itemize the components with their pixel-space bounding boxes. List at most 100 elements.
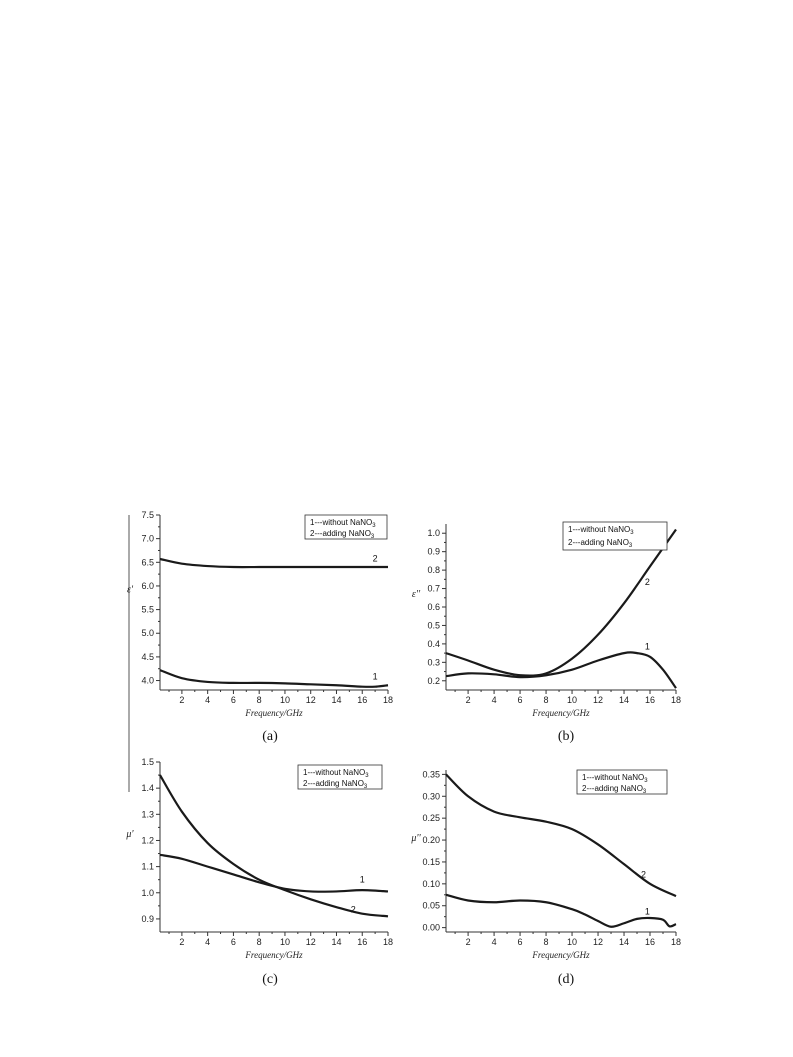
- y-tick-label: 5.5: [141, 605, 154, 615]
- series-1-line: [445, 893, 677, 928]
- y-tick-label: 0.20: [422, 835, 440, 845]
- legend-entry-text: 1---without NaNO: [568, 525, 630, 534]
- x-tick-label: 16: [357, 695, 367, 705]
- x-tick-label: 2: [466, 695, 471, 705]
- legend-box: [304, 514, 388, 540]
- y-axis-label: ε'': [412, 589, 421, 600]
- chart-panel-a: 2 4 6 8 10 12 14 16 184.04.55.05.56.06.57.07.5Fr…: [127, 510, 393, 744]
- x-tick-label: 8: [257, 695, 262, 705]
- legend-entry-text: 2---adding NaNO: [568, 538, 629, 547]
- x-axis-label: Frequency/GHz: [531, 950, 590, 960]
- legend-entry-subscript: 3: [629, 543, 633, 549]
- y-tick-label: 1.0: [427, 528, 440, 538]
- series-1-line: [159, 669, 389, 688]
- x-tick-label: 10: [280, 937, 290, 947]
- series-1-label: 1: [645, 641, 650, 651]
- y-tick-label: 0.5: [427, 620, 440, 630]
- legend-entry-subscript: 3: [371, 534, 375, 540]
- series-1-label: 1: [373, 672, 378, 682]
- x-tick-label: 14: [619, 937, 629, 947]
- chart-panel-b: 2 4 6 8 10 12 14 16 180.20.30.40.50.60.70.80.91.…: [412, 521, 681, 744]
- legend-entry: 1---without NaNO3: [303, 768, 369, 779]
- x-tick-label: 6: [231, 695, 236, 705]
- x-tick-label: 14: [619, 695, 629, 705]
- y-tick-label: 0.9: [427, 547, 440, 557]
- panel-caption: (a): [262, 729, 278, 744]
- y-tick-label: 1.4: [141, 783, 154, 793]
- x-tick-label: 16: [645, 695, 655, 705]
- x-tick-label: 6: [231, 937, 236, 947]
- legend-entry: 1---without NaNO3: [310, 518, 376, 529]
- legend-entry: 1---without NaNO3: [582, 773, 648, 784]
- series-2-label: 2: [351, 904, 356, 914]
- x-tick-label: 4: [492, 695, 497, 705]
- legend-entry-text: 1---without NaNO: [303, 768, 365, 777]
- chart-panel-d: 2 4 6 8 10 12 14 16 180.000.050.100.150.200.250.…: [410, 769, 681, 987]
- x-tick-label: 14: [331, 937, 341, 947]
- legend-entry: 2---adding NaNO3: [582, 784, 647, 795]
- series-2-label: 2: [641, 869, 646, 879]
- x-tick-label: 6: [518, 937, 523, 947]
- chart-panel-c: 2 4 6 8 10 12 14 16 180.91.01.11.21.31.41.5Frequ…: [125, 757, 393, 987]
- legend-entry: 2---adding NaNO3: [568, 538, 633, 549]
- x-tick-label: 10: [567, 937, 577, 947]
- legend-entry-text: 2---adding NaNO: [310, 529, 371, 538]
- y-tick-label: 4.5: [141, 652, 154, 662]
- y-tick-label: 0.7: [427, 584, 440, 594]
- x-tick-label: 18: [671, 695, 681, 705]
- x-tick-label: 4: [205, 937, 210, 947]
- series-2-line: [445, 773, 677, 898]
- legend-entry-subscript: 3: [643, 789, 647, 795]
- series-1-line: [445, 651, 677, 689]
- x-axis-label: Frequency/GHz: [244, 708, 303, 718]
- series-1-label: 1: [360, 874, 365, 884]
- x-tick-label: 12: [593, 695, 603, 705]
- legend-entry-text: 2---adding NaNO: [303, 779, 364, 788]
- panel-caption: (b): [558, 729, 575, 744]
- x-tick-label: 18: [383, 937, 393, 947]
- x-tick-label: 12: [306, 695, 316, 705]
- y-tick-label: 1.5: [141, 757, 154, 767]
- legend-entry-subscript: 3: [364, 784, 368, 790]
- series-1-label: 1: [645, 906, 650, 916]
- y-tick-label: 0.4: [427, 639, 440, 649]
- legend-entry: 2---adding NaNO3: [303, 779, 368, 790]
- y-tick-label: 7.5: [141, 510, 154, 520]
- x-tick-label: 8: [257, 937, 262, 947]
- legend-entry-text: 1---without NaNO: [582, 773, 644, 782]
- legend-entry-subscript: 3: [630, 530, 634, 536]
- x-tick-label: 6: [518, 695, 523, 705]
- y-tick-label: 0.3: [427, 657, 440, 667]
- y-tick-label: 6.5: [141, 557, 154, 567]
- x-tick-label: 2: [179, 937, 184, 947]
- y-tick-label: 0.00: [422, 923, 440, 933]
- y-tick-label: 1.2: [141, 835, 154, 845]
- legend-entry: 1---without NaNO3: [568, 525, 634, 536]
- x-axis-label: Frequency/GHz: [244, 950, 303, 960]
- x-tick-label: 2: [179, 695, 184, 705]
- series-2-line: [159, 774, 389, 918]
- y-tick-label: 0.15: [422, 857, 440, 867]
- panel-caption: (d): [558, 972, 575, 987]
- y-tick-label: 6.0: [141, 581, 154, 591]
- y-tick-label: 1.1: [141, 862, 154, 872]
- legend-entry-subscript: 3: [372, 523, 376, 529]
- y-tick-label: 0.9: [141, 914, 154, 924]
- legend-box: [297, 764, 383, 790]
- series-2-line: [159, 557, 388, 569]
- x-tick-label: 8: [544, 695, 549, 705]
- y-tick-label: 1.3: [141, 809, 154, 819]
- x-tick-label: 2: [466, 937, 471, 947]
- y-tick-label: 0.2: [427, 676, 440, 686]
- x-tick-label: 4: [492, 937, 497, 947]
- legend-box: [576, 769, 668, 795]
- legend-box: [562, 521, 668, 551]
- y-tick-label: 0.6: [427, 602, 440, 612]
- y-tick-label: 7.0: [141, 534, 154, 544]
- legend-entry-subscript: 3: [644, 778, 648, 784]
- series-2-label: 2: [373, 553, 378, 563]
- x-tick-label: 12: [306, 937, 316, 947]
- y-axis-label: μ': [125, 829, 134, 840]
